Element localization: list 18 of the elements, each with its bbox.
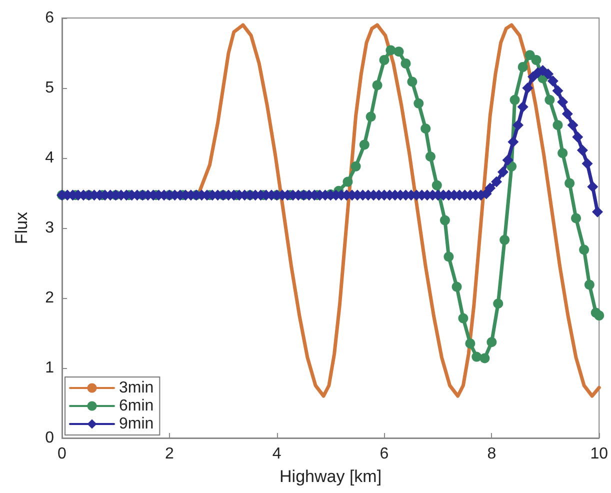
y-tick-label: 2 [45, 290, 54, 306]
y-tick-label: 5 [45, 80, 54, 96]
legend-label: 9min [119, 416, 154, 432]
x-tick-label: 6 [380, 446, 389, 462]
y-tick-label: 3 [45, 220, 54, 236]
y-tick-label: 1 [45, 360, 54, 376]
x-axis-title: Highway [km] [280, 467, 382, 486]
y-tick-label: 6 [45, 10, 54, 26]
x-tick-label: 4 [272, 446, 282, 462]
x-tick-label: 2 [164, 446, 174, 462]
y-tick-label: 4 [45, 150, 54, 166]
x-tick-label: 10 [590, 446, 608, 462]
x-tick-label: 0 [58, 446, 67, 462]
x-tick-label: 8 [487, 446, 496, 462]
y-axis-title: Flux [12, 211, 31, 244]
y-tick-label: 0 [45, 430, 54, 446]
legend-label: 3min [119, 380, 154, 396]
legend-label: 6min [119, 398, 154, 414]
